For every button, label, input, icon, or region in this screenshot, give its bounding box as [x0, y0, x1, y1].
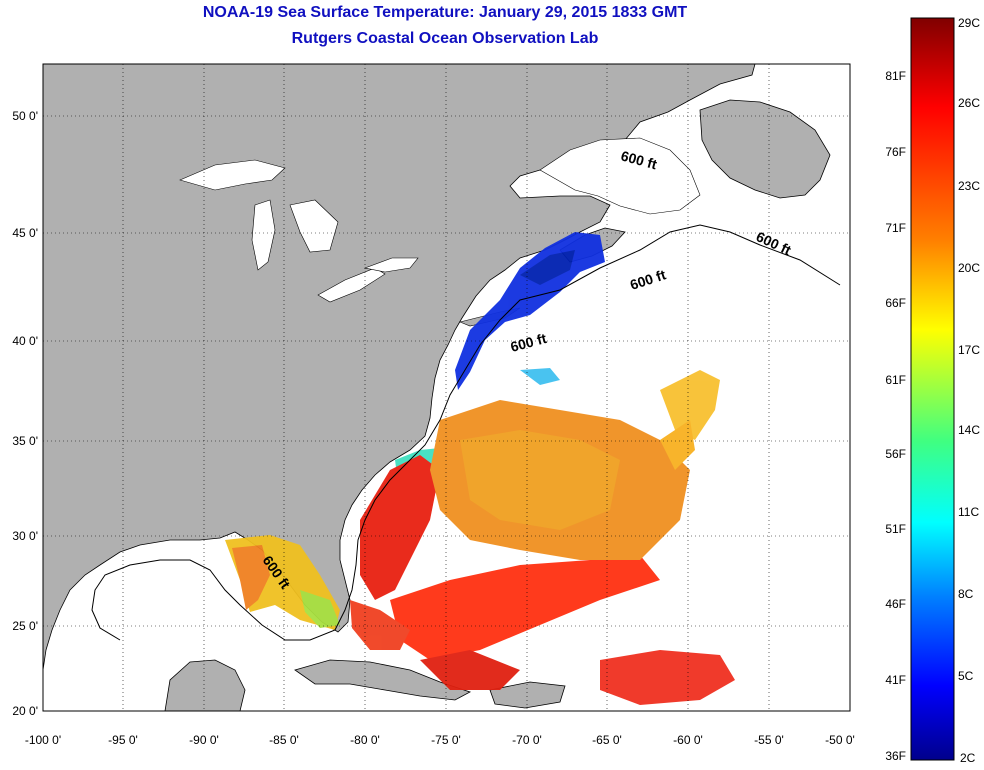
hispaniola-land	[489, 681, 566, 709]
map-border	[42, 63, 851, 712]
lon-label: -70 0'	[512, 733, 542, 747]
lon-label: -50 0'	[825, 733, 855, 747]
celsius-label: 14C	[958, 423, 980, 437]
fahrenheit-label: 66F	[885, 296, 906, 310]
lat-label: 25 0'	[12, 619, 38, 633]
latitude-labels: 50 0' 45 0' 40 0' 35 0' 30 0' 25 0' 20 0…	[12, 109, 38, 718]
lake-erie	[317, 267, 386, 303]
lon-label: -80 0'	[350, 733, 380, 747]
fahrenheit-label: 71F	[885, 221, 906, 235]
celsius-label: 8C	[958, 587, 974, 601]
celsius-label: 26C	[958, 96, 980, 110]
lake-superior	[179, 159, 286, 191]
colorbar-fahrenheit-labels: 81F 76F 71F 66F 61F 56F 51F 46F 41F 36F	[885, 69, 906, 763]
lat-label: 35 0'	[12, 434, 38, 448]
celsius-label: 23C	[958, 179, 980, 193]
gridlines	[43, 64, 850, 711]
lon-label: -90 0'	[189, 733, 219, 747]
lat-label: 50 0'	[12, 109, 38, 123]
lat-label: 40 0'	[12, 334, 38, 348]
lat-label: 30 0'	[12, 529, 38, 543]
yucatan-land	[164, 659, 246, 711]
fahrenheit-label: 61F	[885, 373, 906, 387]
lon-label: -100 0'	[25, 733, 61, 747]
lat-label: 45 0'	[12, 226, 38, 240]
fahrenheit-label: 81F	[885, 69, 906, 83]
lon-label: -85 0'	[269, 733, 299, 747]
lake-michigan	[251, 199, 276, 271]
lon-label: -65 0'	[592, 733, 622, 747]
celsius-label: 20C	[958, 261, 980, 275]
celsius-label: 11C	[958, 505, 979, 519]
lon-label: -75 0'	[431, 733, 461, 747]
fahrenheit-label: 56F	[885, 447, 906, 461]
celsius-label: 29C	[958, 16, 980, 30]
cuba-land	[294, 659, 472, 701]
map-subtitle: Rutgers Coastal Ocean Observation Lab	[291, 30, 599, 47]
fahrenheit-label: 46F	[885, 597, 906, 611]
lat-label: 20 0'	[12, 704, 38, 718]
fahrenheit-label: 41F	[885, 673, 906, 687]
lon-label: -95 0'	[108, 733, 138, 747]
sst-overlay	[225, 232, 735, 705]
fahrenheit-label: 51F	[885, 522, 906, 536]
celsius-label: 17C	[958, 343, 980, 357]
lake-huron	[289, 199, 339, 253]
longitude-labels: -100 0' -95 0' -90 0' -85 0' -80 0' -75 …	[25, 733, 855, 747]
colorbar	[910, 17, 955, 761]
celsius-label: 2C	[960, 751, 976, 765]
newfoundland-land	[699, 99, 831, 199]
lon-label: -60 0'	[673, 733, 703, 747]
lon-label: -55 0'	[754, 733, 784, 747]
colorbar-celsius-labels: 29C 26C 23C 20C 17C 14C 11C 8C 5C 2C	[958, 16, 980, 765]
celsius-label: 5C	[958, 669, 974, 683]
fahrenheit-label: 76F	[885, 145, 906, 159]
map-title: NOAA-19 Sea Surface Temperature: January…	[202, 4, 688, 21]
gulf-of-st-lawrence	[539, 137, 701, 215]
lake-ontario	[363, 257, 419, 273]
fahrenheit-label: 36F	[885, 749, 906, 763]
